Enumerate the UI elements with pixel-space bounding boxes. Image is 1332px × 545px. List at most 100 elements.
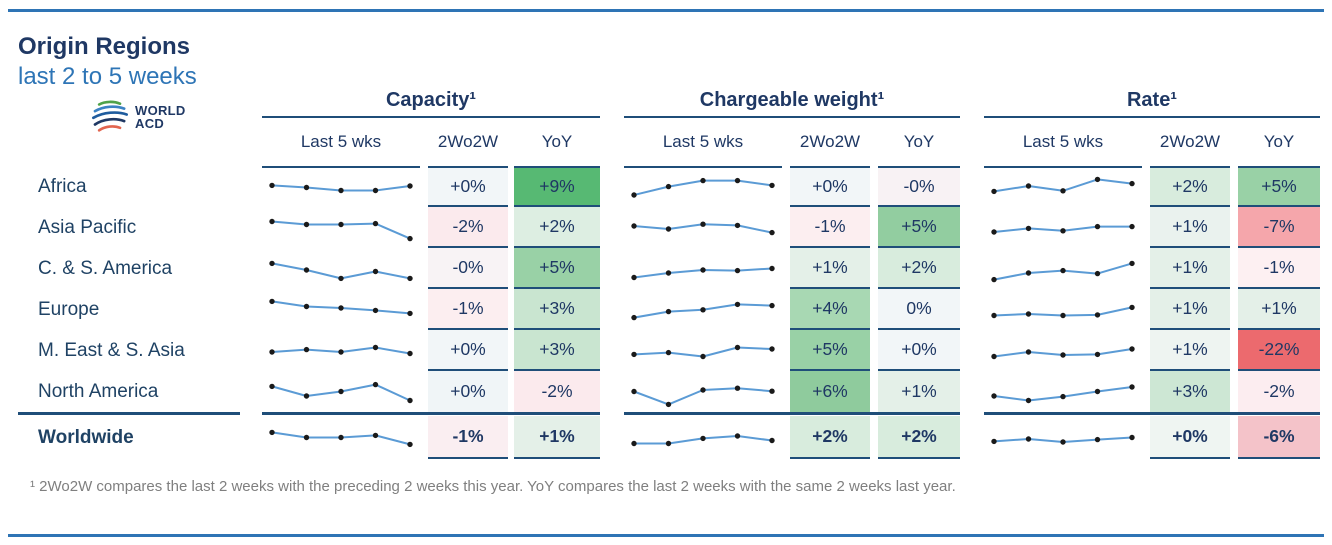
worldwide-separator-chargeable-weight [624, 412, 960, 416]
sparkline-svg [991, 383, 1135, 403]
region-label-africa: Africa [38, 175, 87, 197]
sparkline-svg [631, 385, 775, 407]
cell-asia-pacific-capacity-2wo2w: -2% [428, 207, 508, 248]
worldwide-separator-rate [984, 412, 1320, 416]
worldacd-globe-icon [92, 100, 128, 132]
region-label-north-america: North America [38, 380, 159, 402]
sparkline-north-america-capacity [262, 371, 420, 412]
sub-header-capacity-yoy: YoY [541, 132, 573, 151]
cell-north-america-chargeable_weight-yoy: +1% [878, 371, 960, 412]
cell-africa-chargeable_weight-yoy: -0% [878, 166, 960, 207]
cell-c-s-america-chargeable_weight-yoy: +2% [878, 248, 960, 289]
sparkline-svg [631, 265, 775, 280]
cell-asia-pacific-chargeable_weight-yoy: +5% [878, 207, 960, 248]
sub-header-capacity-2wo2w: 2Wo2W [437, 132, 499, 151]
cell-europe-capacity-2wo2w: -1% [428, 289, 508, 330]
bottom-rule [8, 534, 1324, 537]
sparkline-m-east-s-asia-rate [984, 330, 1142, 371]
cell-asia-pacific-capacity-yoy: +2% [514, 207, 600, 248]
cell-m-east-s-asia-rate-2wo2w: +1% [1150, 330, 1230, 371]
sparkline-svg [991, 345, 1135, 359]
sparkline-worldwide-chargeable_weight [624, 416, 782, 459]
cell-m-east-s-asia-capacity-2wo2w: +0% [428, 330, 508, 371]
sparkline-svg [991, 434, 1135, 445]
cell-worldwide-chargeable_weight-2wo2w: +2% [790, 416, 870, 459]
sparkline-svg [631, 301, 775, 320]
worldacd-logo: WORLD ACD [90, 98, 258, 136]
sparkline-svg [631, 432, 775, 446]
sub-header-rate-yoy: YoY [1263, 132, 1295, 151]
sparkline-svg [269, 381, 413, 403]
sub-header-chargeable-weight-yoy: YoY [903, 132, 935, 151]
cell-africa-chargeable_weight-2wo2w: +0% [790, 166, 870, 207]
sparkline-svg [631, 221, 775, 235]
cell-c-s-america-capacity-yoy: +5% [514, 248, 600, 289]
cell-africa-rate-yoy: +5% [1238, 166, 1320, 207]
sparkline-worldwide-rate [984, 416, 1142, 459]
sparkline-africa-rate [984, 166, 1142, 207]
cell-europe-rate-yoy: +1% [1238, 289, 1320, 330]
cell-c-s-america-rate-yoy: -1% [1238, 248, 1320, 289]
page-subtitle: last 2 to 5 weeks [18, 63, 197, 90]
sparkline-svg [269, 182, 413, 193]
cell-north-america-rate-2wo2w: +3% [1150, 371, 1230, 412]
cell-worldwide-rate-yoy: -6% [1238, 416, 1320, 459]
region-label-asia-pacific: Asia Pacific [38, 216, 137, 238]
cell-africa-capacity-yoy: +9% [514, 166, 600, 207]
sparkline-c-s-america-capacity [262, 248, 420, 289]
sparkline-asia-pacific-rate [984, 207, 1142, 248]
worldwide-separator-capacity [262, 412, 600, 416]
cell-m-east-s-asia-chargeable_weight-yoy: +0% [878, 330, 960, 371]
cell-north-america-chargeable_weight-2wo2w: +6% [790, 371, 870, 412]
cell-asia-pacific-chargeable_weight-2wo2w: -1% [790, 207, 870, 248]
page-title: Origin Regions [18, 33, 191, 60]
region-label-worldwide: Worldwide [38, 426, 134, 448]
group-header-rate: Rate¹ [984, 89, 1320, 118]
cell-africa-capacity-2wo2w: +0% [428, 166, 508, 207]
sparkline-north-america-chargeable_weight [624, 371, 782, 412]
group-header-capacity: Capacity¹ [262, 89, 600, 118]
region-label-m-east-s-asia: M. East & S. Asia [38, 339, 185, 361]
sparkline-svg [991, 223, 1135, 235]
sub-header-rate-2wo2w: 2Wo2W [1159, 132, 1221, 151]
sparkline-svg [991, 176, 1135, 194]
cell-africa-rate-2wo2w: +2% [1150, 166, 1230, 207]
cell-worldwide-capacity-2wo2w: -1% [428, 416, 508, 459]
cell-europe-chargeable_weight-yoy: 0% [878, 289, 960, 330]
cell-m-east-s-asia-rate-yoy: -22% [1238, 330, 1320, 371]
cell-asia-pacific-rate-2wo2w: +1% [1150, 207, 1230, 248]
region-label-europe: Europe [38, 298, 100, 320]
sparkline-europe-capacity [262, 289, 420, 330]
cell-worldwide-capacity-yoy: +1% [514, 416, 600, 459]
sparkline-europe-rate [984, 289, 1142, 330]
cell-m-east-s-asia-capacity-yoy: +3% [514, 330, 600, 371]
sparkline-north-america-rate [984, 371, 1142, 412]
logo-text-world: WORLD [135, 103, 186, 118]
cell-north-america-capacity-2wo2w: +0% [428, 371, 508, 412]
sparkline-worldwide-capacity [262, 416, 420, 459]
sub-header-chargeable-weight-2wo2w: 2Wo2W [799, 132, 861, 151]
group-header-chargeable-weight: Chargeable weight¹ [624, 89, 960, 118]
title-block: Origin Regions last 2 to 5 weeks WORLD A… [18, 32, 258, 136]
sparkline-asia-pacific-capacity [262, 207, 420, 248]
cell-asia-pacific-rate-yoy: -7% [1238, 207, 1320, 248]
cell-europe-chargeable_weight-2wo2w: +4% [790, 289, 870, 330]
sparkline-svg [269, 429, 413, 447]
cell-north-america-capacity-yoy: -2% [514, 371, 600, 412]
sub-header-chargeable-weight-last-5-wks: Last 5 wks [662, 132, 744, 151]
sparkline-asia-pacific-chargeable_weight [624, 207, 782, 248]
sparkline-svg [269, 298, 413, 316]
cell-worldwide-chargeable_weight-yoy: +2% [878, 416, 960, 459]
sparkline-africa-chargeable_weight [624, 166, 782, 207]
cell-worldwide-rate-2wo2w: +0% [1150, 416, 1230, 459]
region-label-c-s-america: C. & S. America [38, 257, 173, 279]
sparkline-africa-capacity [262, 166, 420, 207]
logo-text: WORLD ACD [135, 104, 186, 130]
sparkline-svg [991, 304, 1135, 318]
cell-europe-rate-2wo2w: +1% [1150, 289, 1230, 330]
sparkline-svg [631, 177, 775, 198]
sparkline-svg [269, 218, 413, 241]
sparkline-svg [269, 344, 413, 356]
sparkline-m-east-s-asia-capacity [262, 330, 420, 371]
cell-c-s-america-rate-2wo2w: +1% [1150, 248, 1230, 289]
